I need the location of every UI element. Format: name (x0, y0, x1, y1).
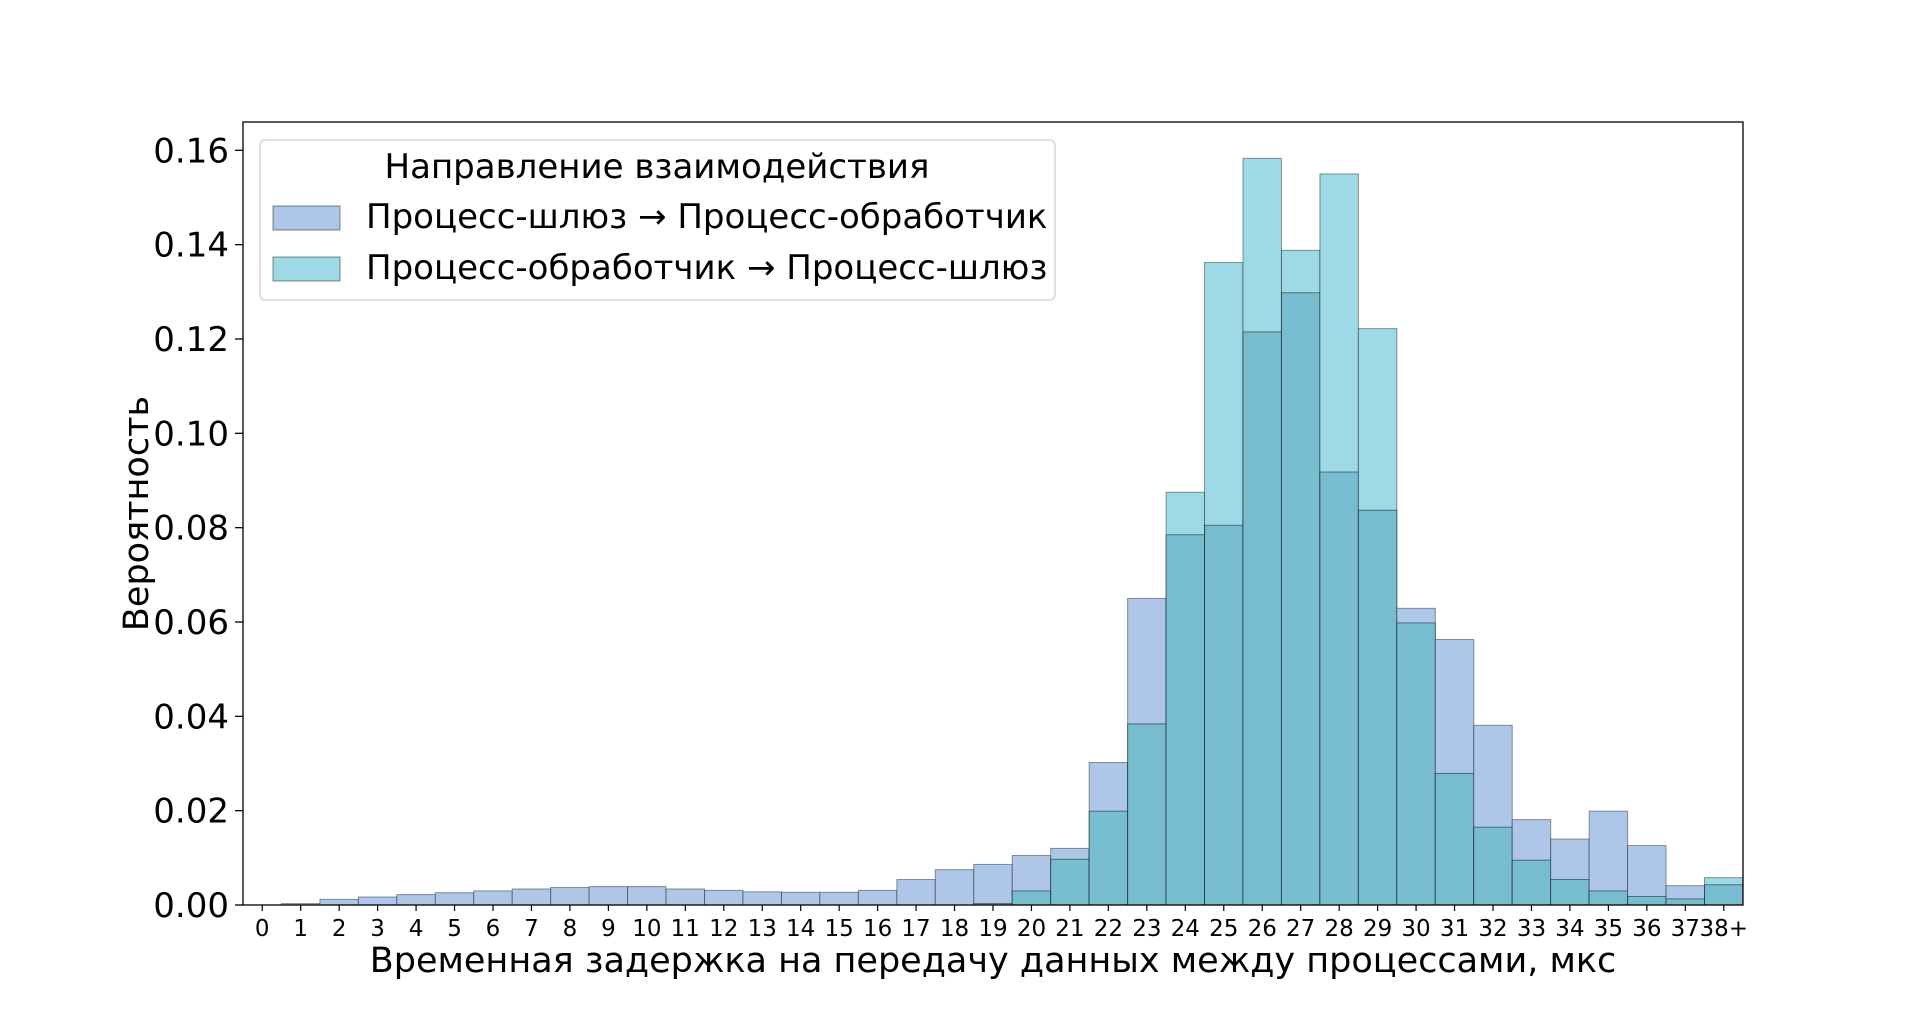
x-tick-label: 7 (524, 916, 539, 942)
bar-7-upper (511, 888, 552, 906)
bar-3-upper (357, 896, 398, 906)
y-tick-label: 0.16 (153, 131, 229, 171)
bar-19-upper (973, 863, 1013, 906)
bar-17-upper (896, 879, 936, 906)
x-tick-label: 22 (1094, 916, 1123, 942)
legend-label-series-1: Процесс-шлюз → Процесс-обработчик (366, 197, 1047, 237)
x-tick-label: 26 (1248, 916, 1277, 942)
x-tick-label: 11 (671, 916, 700, 942)
bar-8-upper (550, 887, 590, 906)
bar-32-overlap (1473, 826, 1513, 906)
x-tick-label: 29 (1363, 916, 1392, 942)
bar-2-upper (319, 898, 359, 906)
x-tick-label: 36 (1632, 916, 1661, 942)
y-tick-label: 0.14 (153, 226, 229, 266)
y-tick-label: 0.02 (153, 792, 229, 832)
x-tick-label: 6 (486, 916, 501, 942)
bar-18-upper (934, 869, 975, 906)
x-tick-label: 33 (1517, 916, 1546, 942)
y-axis-label: Вероятность (117, 396, 157, 631)
x-tick-label: 35 (1594, 916, 1623, 942)
legend-box (259, 139, 1056, 301)
plot-frame (242, 121, 1744, 906)
bar-5-upper (434, 892, 475, 906)
x-tick-label: 18 (940, 916, 969, 942)
bar-26-overlap (1242, 331, 1282, 906)
x-tick-label: 28 (1325, 916, 1354, 942)
bar-16-upper (857, 889, 898, 906)
bar-20-overlap (1011, 890, 1052, 906)
bar-37-overlap (1665, 898, 1706, 906)
x-tick-label: 15 (825, 916, 854, 942)
y-tick-label: 0.12 (153, 320, 229, 360)
bar-10-upper (627, 886, 667, 906)
bar-28-overlap (1319, 471, 1359, 906)
x-tick-label: 32 (1478, 916, 1507, 942)
bar-23-overlap (1127, 723, 1167, 906)
bar-31-overlap (1434, 772, 1475, 906)
bar-24-overlap (1165, 534, 1206, 906)
bar-13-upper (742, 891, 782, 906)
x-tick-label: 37 (1671, 916, 1700, 942)
x-tick-label: 24 (1171, 916, 1200, 942)
bar-36-overlap (1627, 896, 1667, 906)
bar-21-overlap (1050, 858, 1090, 906)
bar-35-overlap (1588, 890, 1629, 906)
x-tick-label: 21 (1055, 916, 1084, 942)
bar-34-overlap (1550, 879, 1590, 906)
x-tick-label: 19 (978, 916, 1007, 942)
x-tick-label: 10 (632, 916, 661, 942)
y-tick-label: 0.10 (153, 414, 229, 454)
x-tick-label: 0 (255, 916, 270, 942)
bar-9-upper (588, 886, 629, 906)
bar-15-upper (819, 891, 859, 906)
x-tick-label: 25 (1209, 916, 1238, 942)
x-tick-label: 17 (901, 916, 930, 942)
y-tick-label: 0.00 (153, 886, 229, 926)
x-tick-label: 20 (1017, 916, 1046, 942)
y-ticks: 0.00 0.02 0.04 0.06 0.08 0.10 0.12 0.14 0.16 (153, 131, 243, 926)
bar-12-upper (704, 889, 744, 906)
bar-27-overlap (1280, 292, 1321, 906)
x-tick-label: 27 (1286, 916, 1315, 942)
x-tick-label: 4 (409, 916, 424, 942)
x-tick-label: 5 (447, 916, 462, 942)
x-tick-label: 2 (332, 916, 347, 942)
bar-33-overlap (1511, 859, 1552, 906)
x-tick-label: 30 (1401, 916, 1430, 942)
x-tick-label: 38+ (1699, 916, 1748, 942)
bar-38+-overlap (1704, 884, 1744, 906)
x-tick-label: 13 (748, 916, 777, 942)
legend-label-series-2: Процесс-обработчик → Процесс-шлюз (366, 248, 1047, 288)
legend-title: Направление взаимодействия (385, 147, 930, 187)
x-tick-label: 23 (1132, 916, 1161, 942)
bar-6-upper (473, 890, 513, 906)
bar-11-upper (665, 888, 706, 906)
x-axis-label: Временная задержка на передачу данных ме… (370, 941, 1617, 981)
legend-swatch-series-1 (272, 205, 341, 231)
y-tick-label: 0.06 (153, 603, 229, 643)
x-tick-label: 34 (1555, 916, 1584, 942)
y-tick-label: 0.08 (153, 509, 229, 549)
x-tick-label: 16 (863, 916, 892, 942)
x-tick-label: 31 (1440, 916, 1469, 942)
bar-4-upper (396, 894, 436, 906)
x-tick-label: 8 (563, 916, 578, 942)
legend-swatch-series-2 (272, 256, 341, 282)
bar-14-upper (780, 891, 821, 906)
x-tick-label: 12 (709, 916, 738, 942)
x-tick-label: 1 (293, 916, 308, 942)
x-tick-label: 9 (601, 916, 616, 942)
bar-30-overlap (1396, 622, 1436, 906)
y-tick-label: 0.04 (153, 697, 229, 737)
bars-layer (280, 157, 1744, 906)
x-tick-label: 3 (370, 916, 385, 942)
x-ticks: 0 1 2 3 4 5 6 7 8 9 10 11 12 13 14 15 16 17 18 19 20 21 22 23 24… (255, 905, 1748, 942)
bar-22-overlap (1088, 810, 1129, 906)
legend: Направление взаимодействия Процесс-шлюз … (259, 139, 1056, 301)
bar-29-overlap (1357, 509, 1398, 906)
bar-25-overlap (1204, 524, 1244, 906)
x-tick-label: 14 (786, 916, 815, 942)
